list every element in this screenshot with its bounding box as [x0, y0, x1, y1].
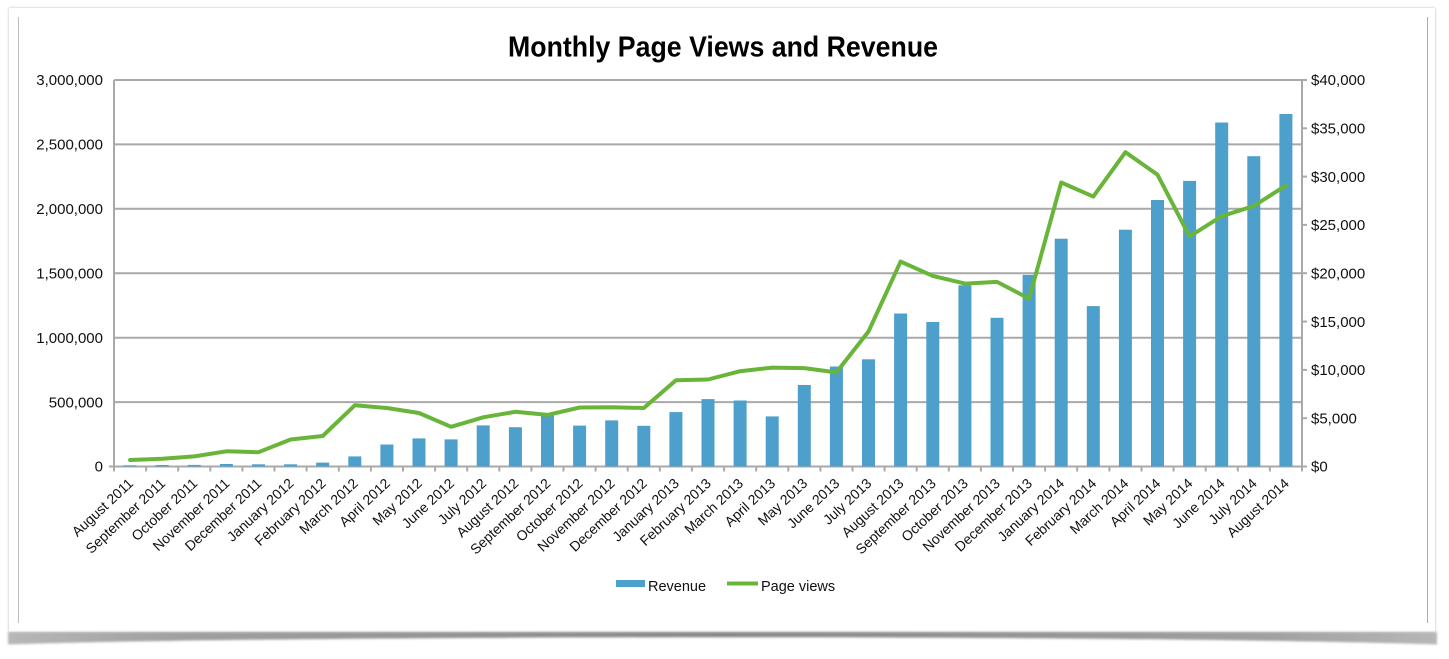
svg-text:1,500,000: 1,500,000: [36, 265, 103, 282]
svg-text:$0: $0: [1311, 459, 1328, 476]
svg-text:Revenue: Revenue: [648, 579, 706, 595]
svg-text:$20,000: $20,000: [1311, 265, 1365, 282]
svg-text:$15,000: $15,000: [1311, 314, 1365, 331]
svg-text:Page views: Page views: [761, 579, 835, 595]
svg-text:$25,000: $25,000: [1311, 217, 1365, 234]
svg-text:0: 0: [95, 459, 103, 476]
svg-text:$10,000: $10,000: [1311, 362, 1365, 379]
svg-text:$40,000: $40,000: [1311, 72, 1365, 89]
svg-text:3,000,000: 3,000,000: [36, 72, 103, 89]
svg-text:2,500,000: 2,500,000: [36, 137, 103, 154]
svg-text:500,000: 500,000: [49, 394, 103, 411]
svg-text:$35,000: $35,000: [1311, 121, 1365, 138]
svg-text:Monthly Page Views and Revenue: Monthly Page Views and Revenue: [508, 32, 938, 64]
svg-text:$30,000: $30,000: [1311, 169, 1365, 186]
svg-text:$5,000: $5,000: [1311, 410, 1357, 427]
svg-text:1,000,000: 1,000,000: [36, 330, 103, 347]
svg-text:2,000,000: 2,000,000: [36, 201, 103, 218]
